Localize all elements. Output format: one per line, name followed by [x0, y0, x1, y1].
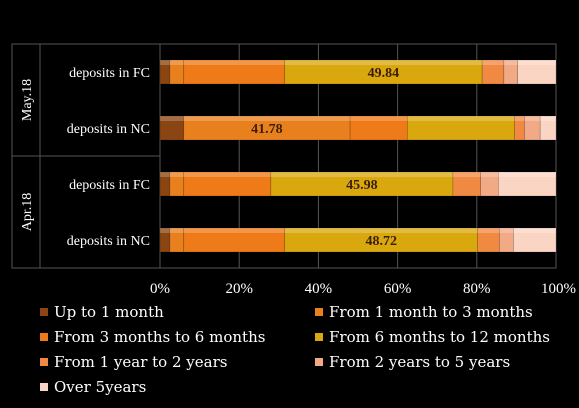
bar-highlight — [160, 60, 170, 65]
bar-segment — [183, 171, 272, 197]
data-labels: 49.84 41.78 45.98 48.72 — [251, 66, 399, 249]
bar-highlight — [452, 172, 481, 177]
legend-item: From 1 year to 2 years — [40, 353, 227, 371]
bar-highlight — [183, 60, 285, 65]
bar-highlight — [407, 116, 515, 121]
bar-highlight — [513, 228, 556, 233]
group-label: May.18 — [20, 79, 35, 121]
bar-highlight — [524, 116, 541, 121]
bar-highlight — [498, 172, 556, 177]
bar-highlight — [270, 172, 453, 177]
legend-label: From 1 year to 2 years — [54, 353, 228, 371]
legend-swatch — [315, 358, 323, 366]
x-tick-label: 100% — [541, 281, 576, 297]
bar-segment — [349, 115, 408, 141]
legend: Up to 1 month From 1 month to 3 months Fro… — [40, 303, 575, 403]
bar-segment — [517, 59, 557, 85]
category-label: deposits in NC — [67, 234, 150, 249]
bar-highlight — [284, 228, 478, 233]
group-label: Apr.18 — [20, 193, 35, 232]
category-label: deposits in FC — [69, 178, 150, 193]
legend-item: From 6 months to 12 months — [315, 328, 550, 346]
legend-item: From 2 years to 5 years — [315, 353, 510, 371]
bar-segment — [270, 171, 454, 197]
bar-highlight — [480, 172, 499, 177]
legend-item: Over 5years — [40, 378, 146, 396]
legend-swatch — [40, 383, 48, 391]
legend-item: From 1 month to 3 months — [315, 303, 533, 321]
bar-highlight — [160, 116, 184, 121]
data-label: 41.78 — [251, 122, 283, 137]
bar-segment — [183, 115, 351, 141]
legend-swatch — [40, 333, 48, 341]
legend-label: From 6 months to 12 months — [329, 328, 550, 346]
bar-segment — [539, 115, 557, 141]
bars — [159, 59, 557, 253]
x-tick-label: 0% — [150, 281, 170, 297]
category-label: deposits in NC — [67, 122, 150, 137]
bar-highlight — [183, 116, 351, 121]
bar-highlight — [169, 60, 184, 65]
bar-highlight — [284, 60, 483, 65]
legend-item: From 3 months to 6 months — [40, 328, 265, 346]
legend-swatch — [40, 308, 48, 316]
bar-highlight — [482, 60, 504, 65]
bar-highlight — [540, 116, 556, 121]
bar-segment — [498, 171, 557, 197]
bar-highlight — [160, 228, 170, 233]
x-tick-label: 40% — [305, 281, 333, 297]
legend-swatch — [40, 358, 48, 366]
x-tick-label: 80% — [463, 281, 491, 297]
data-label: 48.72 — [365, 234, 397, 249]
legend-label: From 1 month to 3 months — [329, 303, 533, 321]
legend-label: Up to 1 month — [54, 303, 164, 321]
bar-segment — [513, 227, 557, 253]
bar-segment — [407, 115, 515, 141]
x-axis: 0% 20% 40% 60% 80% 100% — [150, 281, 576, 297]
x-tick-label: 60% — [384, 281, 412, 297]
bar-highlight — [169, 228, 184, 233]
category-axis: deposits in FC deposits in NC deposits in … — [20, 66, 150, 249]
bar-highlight — [160, 172, 170, 177]
legend-label: From 3 months to 6 months — [54, 328, 266, 346]
legend-item: Up to 1 month — [40, 303, 164, 321]
bar-segment — [183, 227, 286, 253]
data-label: 49.84 — [368, 66, 400, 81]
bar-highlight — [514, 116, 525, 121]
category-label: deposits in FC — [69, 66, 150, 81]
bar-highlight — [183, 172, 271, 177]
bar-highlight — [503, 60, 518, 65]
bar-highlight — [169, 172, 184, 177]
bar-segment — [284, 59, 483, 85]
legend-swatch — [315, 308, 323, 316]
bar-highlight — [499, 228, 514, 233]
legend-swatch — [315, 333, 323, 341]
data-label: 45.98 — [346, 178, 378, 193]
bar-highlight — [477, 228, 500, 233]
bar-segment — [284, 227, 478, 253]
legend-label: Over 5years — [54, 378, 147, 396]
legend-label: From 2 years to 5 years — [329, 353, 511, 371]
bar-segment — [452, 171, 481, 197]
bar-highlight — [183, 228, 285, 233]
bar-highlight — [517, 60, 556, 65]
x-tick-label: 20% — [225, 281, 253, 297]
bar-highlight — [350, 116, 408, 121]
